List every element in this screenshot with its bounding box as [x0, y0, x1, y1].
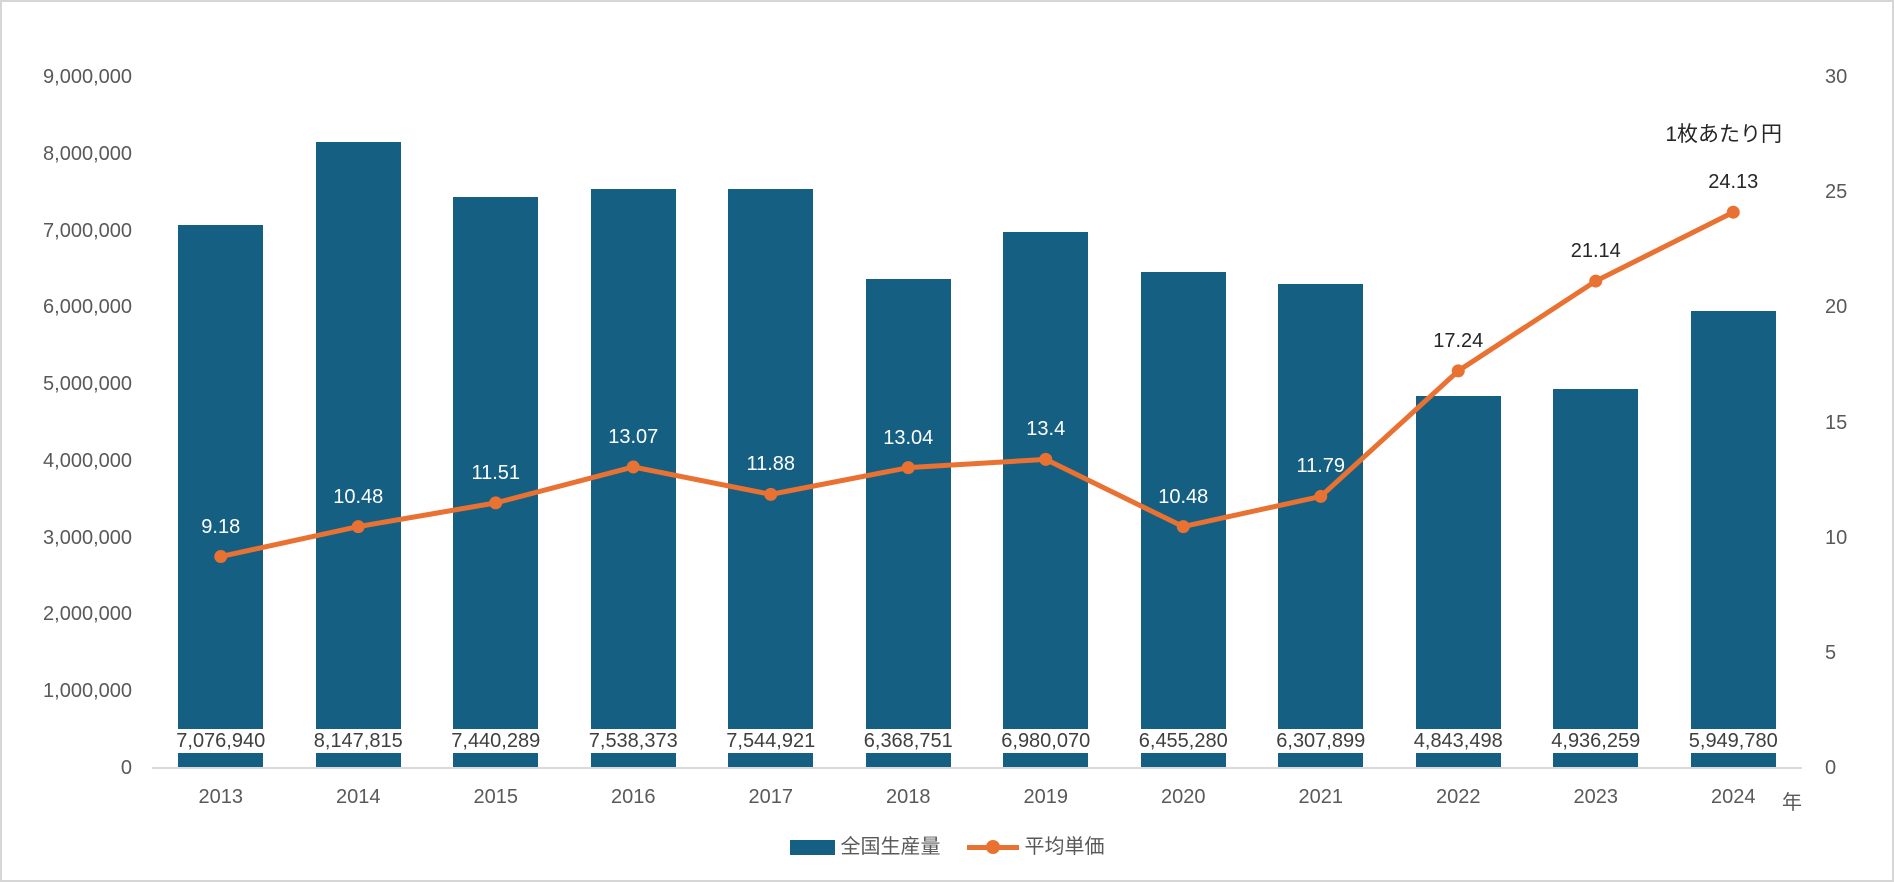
left-axis-tick-label: 1,000,000: [43, 680, 132, 703]
left-axis-tick-label: 3,000,000: [43, 526, 132, 549]
legend-item-price: 平均単価: [966, 834, 1105, 860]
bar: [1415, 396, 1501, 767]
left-axis-tick-label: 6,000,000: [43, 296, 132, 319]
bar-value-label: 4,843,498: [1409, 729, 1507, 753]
left-axis-tick-label: 7,000,000: [43, 219, 132, 242]
line-value-label: 10.48: [333, 485, 384, 508]
right-axis-tick-label: 30: [1825, 66, 1848, 88]
x-tick-label: 2018: [886, 786, 931, 808]
bar-value-label: 5,949,780: [1684, 729, 1782, 753]
line-value-label: 10.48: [1158, 485, 1209, 508]
legend-label-production: 全国生産量: [840, 836, 941, 858]
left-axis-tick-label: 8,000,000: [43, 142, 132, 165]
legend: 全国生産量 平均単価: [2, 834, 1892, 860]
bar-value-label: 4,936,259: [1547, 729, 1645, 753]
legend-label-price: 平均単価: [1024, 836, 1105, 858]
right-axis-tick-label: 20: [1825, 296, 1848, 319]
bar: [590, 189, 676, 767]
x-tick-label: 2019: [1023, 786, 1069, 808]
bar-value-label: 7,440,289: [447, 729, 545, 753]
x-tick-label: 2016: [611, 786, 656, 808]
line-value-label: 13.07: [608, 425, 659, 448]
bar: [178, 224, 264, 767]
x-tick-label: 2014: [336, 786, 381, 808]
bar-series-swatch-icon: [789, 839, 835, 855]
line-series-swatch-icon: [966, 840, 1019, 854]
left-axis-tick-label: 5,000,000: [43, 373, 132, 396]
x-tick-label: 2020: [1161, 786, 1206, 808]
line-marker: [1726, 205, 1740, 219]
bar: [1003, 232, 1089, 767]
bar-value-label: 6,368,751: [859, 729, 957, 753]
right-axis-tick-label: 0: [1825, 757, 1837, 779]
line-value-label: 9.18: [201, 515, 241, 538]
left-axis-tick-label: 0: [120, 757, 132, 779]
bar-value-label: 8,147,815: [309, 729, 407, 753]
bar: [728, 188, 814, 767]
right-axis-tick-label: 10: [1825, 526, 1848, 549]
x-tick-label: 2015: [473, 786, 519, 808]
x-tick-label: 2023: [1573, 786, 1619, 808]
right-axis-tick-label: 15: [1825, 411, 1848, 434]
right-axis-tick-label: 5: [1825, 641, 1837, 664]
bar: [1553, 389, 1639, 767]
bar-value-label: 6,307,899: [1272, 729, 1370, 753]
right-axis-tick-label: 25: [1825, 181, 1848, 204]
x-axis-unit-label: 年: [1782, 792, 1802, 814]
line-value-label: 11.51: [471, 461, 521, 484]
x-tick-label: 2021: [1298, 786, 1344, 808]
left-axis-tick-label: 4,000,000: [43, 449, 132, 472]
bar: [1140, 272, 1226, 767]
line-value-label: 21.14: [1570, 240, 1621, 263]
line-marker: [1451, 364, 1465, 378]
line-value-label: 17.24: [1433, 329, 1484, 352]
line-value-label: 24.13: [1708, 171, 1759, 194]
right-axis-unit-annotation: 1枚あたり円: [1665, 123, 1782, 146]
bar: [865, 279, 951, 767]
legend-item-production: 全国生産量: [789, 834, 941, 860]
bar-value-label: 6,980,070: [997, 729, 1095, 753]
bar: [1278, 283, 1364, 767]
bar-value-label: 7,544,921: [722, 729, 820, 753]
line-value-label: 13.04: [883, 426, 934, 449]
line-value-label: 11.88: [746, 453, 796, 476]
bar-value-label: 7,076,940: [172, 729, 270, 753]
x-axis-line: [152, 767, 1802, 769]
line-marker: [1589, 274, 1603, 288]
price-line: [218, 209, 1736, 560]
bar: [315, 142, 401, 767]
bar: [1690, 311, 1776, 767]
line-value-label: 13.4: [1026, 418, 1066, 441]
left-axis-tick-label: 2,000,000: [43, 603, 132, 626]
x-tick-label: 2024: [1711, 786, 1756, 808]
left-axis-tick-label: 9,000,000: [43, 66, 132, 88]
bar-value-label: 6,455,280: [1134, 729, 1232, 753]
line-value-label: 11.79: [1296, 455, 1346, 478]
x-tick-label: 2013: [198, 786, 244, 808]
x-tick-label: 2017: [748, 786, 794, 808]
x-tick-label: 2022: [1436, 786, 1481, 808]
bar-value-label: 7,538,373: [584, 729, 682, 753]
